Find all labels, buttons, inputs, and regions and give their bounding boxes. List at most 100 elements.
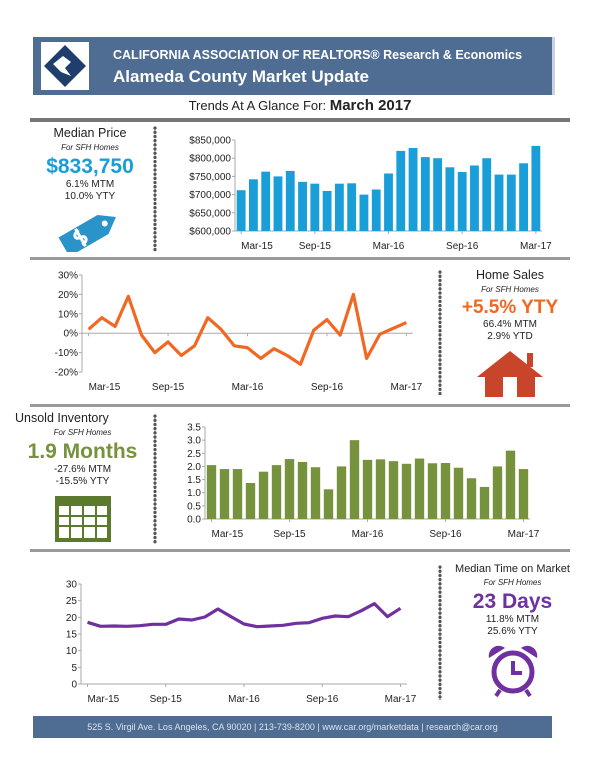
bar [232,469,243,519]
panel-heading: Unsold Inventory [15,411,109,425]
inventory-panel: Unsold Inventory For SFH Homes 1.9 Month… [15,411,150,549]
x-tick-label: Sep-16 [429,529,462,540]
mtm-change: 6.1% MTM [65,179,115,190]
time-on-market-chart: 0 5 10 15 20 25 30 Mar-15 Sep-15 Mar-16 Sep-16 Mar-… [66,580,417,706]
ytd-change: 2.9% YTD [487,331,533,342]
bar [414,458,425,519]
y-tick-label: 20 [66,613,78,624]
trend-period: March 2017 [329,97,412,114]
x-tick-label: Mar-17 [391,382,423,393]
bar [271,465,282,519]
bar [427,463,438,519]
y-tick-label: 0 [71,680,77,691]
bar [310,183,320,231]
home-sales-panel: Home Sales For SFH Homes +5.5% YTY 66.4%… [450,268,570,404]
house-icon [477,351,543,397]
y-tick-label: 1.5 [187,475,201,486]
x-tick-label: Sep-15 [299,241,332,252]
alarm-clock-icon [488,645,537,698]
bar [298,181,307,231]
y-tick-label: $650,000 [189,208,231,219]
bar [531,145,541,231]
x-tick-label: Mar-17 [520,241,552,252]
bar [310,467,321,519]
bar [347,183,357,231]
x-tick-label: Mar-16 [352,529,384,540]
x-tick-label: Sep-16 [306,694,339,705]
x-tick-label: Sep-16 [311,382,344,393]
dotted-divider [438,270,442,395]
bar [440,463,451,519]
bar [519,163,529,231]
x-tick-label: Mar-15 [88,694,120,705]
divider [30,257,570,260]
home-sales-chart: -20% -10% 0% 10% 20% 30% Mar-15 Sep-15 Mar-16 Sep… [55,271,423,394]
y-tick-label: -20% [55,368,78,379]
time-on-market-panel: Median Time on Market For SFH Homes 23 D… [450,563,575,703]
x-tick-label: Mar-17 [508,529,540,540]
header-banner: CALIFORNIA ASSOCIATION OF REALTORS® Rese… [33,37,555,95]
y-tick-label: 20% [58,290,78,301]
bar [371,189,381,231]
bar [470,165,479,231]
bar [248,179,258,231]
bar [362,459,373,519]
mtm-change: 66.4% MTM [483,319,537,330]
bar [506,174,516,231]
bar [388,461,399,519]
y-tick-label: $600,000 [189,227,231,238]
divider [30,118,570,122]
car-logo [41,42,89,90]
bar [297,461,308,519]
mtm-change: 11.8% MTM [485,614,540,625]
y-tick-label: $750,000 [189,172,231,183]
bar [285,170,295,231]
x-tick-label: Sep-15 [273,529,306,540]
x-tick-label: Mar-16 [373,241,405,252]
bar [445,167,455,231]
trend-prefix: Trends At A Glance For: [188,98,327,113]
bar [336,466,347,519]
y-tick-label: 10 [66,646,78,657]
bar [457,172,467,231]
x-tick-label: Mar-17 [385,694,417,705]
panel-heading: Median Time on Market [455,563,570,575]
x-tick-label: Sep-15 [150,694,183,705]
bar [206,465,217,519]
y-tick-label: 15 [66,630,78,641]
bar [323,489,334,519]
divider [30,404,570,407]
inventory-value: 1.9 Months [27,440,138,463]
bar [284,459,295,519]
y-tick-label: 10% [58,309,78,320]
median-price-value: $833,750 [46,155,134,178]
y-tick-label: 2.0 [187,462,201,473]
bar [420,157,430,231]
bar [219,469,230,519]
median-price-chart: $600,000 $650,000 $700,000 $750,000 $800,000… [189,136,552,253]
bar [236,190,246,231]
y-tick-label: 5 [71,663,77,674]
x-tick-label: Sep-16 [446,241,479,252]
series-line [87,602,402,629]
bar [349,440,360,519]
bar [375,459,386,519]
y-tick-label: 2.5 [187,449,201,460]
bar [494,174,504,231]
trend-line: Trends At A Glance For: March 2017 [0,97,600,114]
divider [30,549,570,552]
y-tick-label: 25 [66,596,78,607]
y-tick-label: $800,000 [189,154,231,165]
x-tick-label: Sep-15 [152,382,185,393]
y-tick-label: $850,000 [189,136,231,147]
bar [334,183,344,231]
y-tick-label: 1.0 [187,488,201,499]
series-line [87,292,408,366]
report-title: Alameda County Market Update [113,67,369,86]
bar [401,463,412,519]
bar [359,194,369,231]
home-sales-value: +5.5% YTY [461,297,559,318]
x-tick-label: Mar-16 [232,382,264,393]
bar [479,486,490,519]
time-on-market-value: 23 Days [472,590,553,613]
